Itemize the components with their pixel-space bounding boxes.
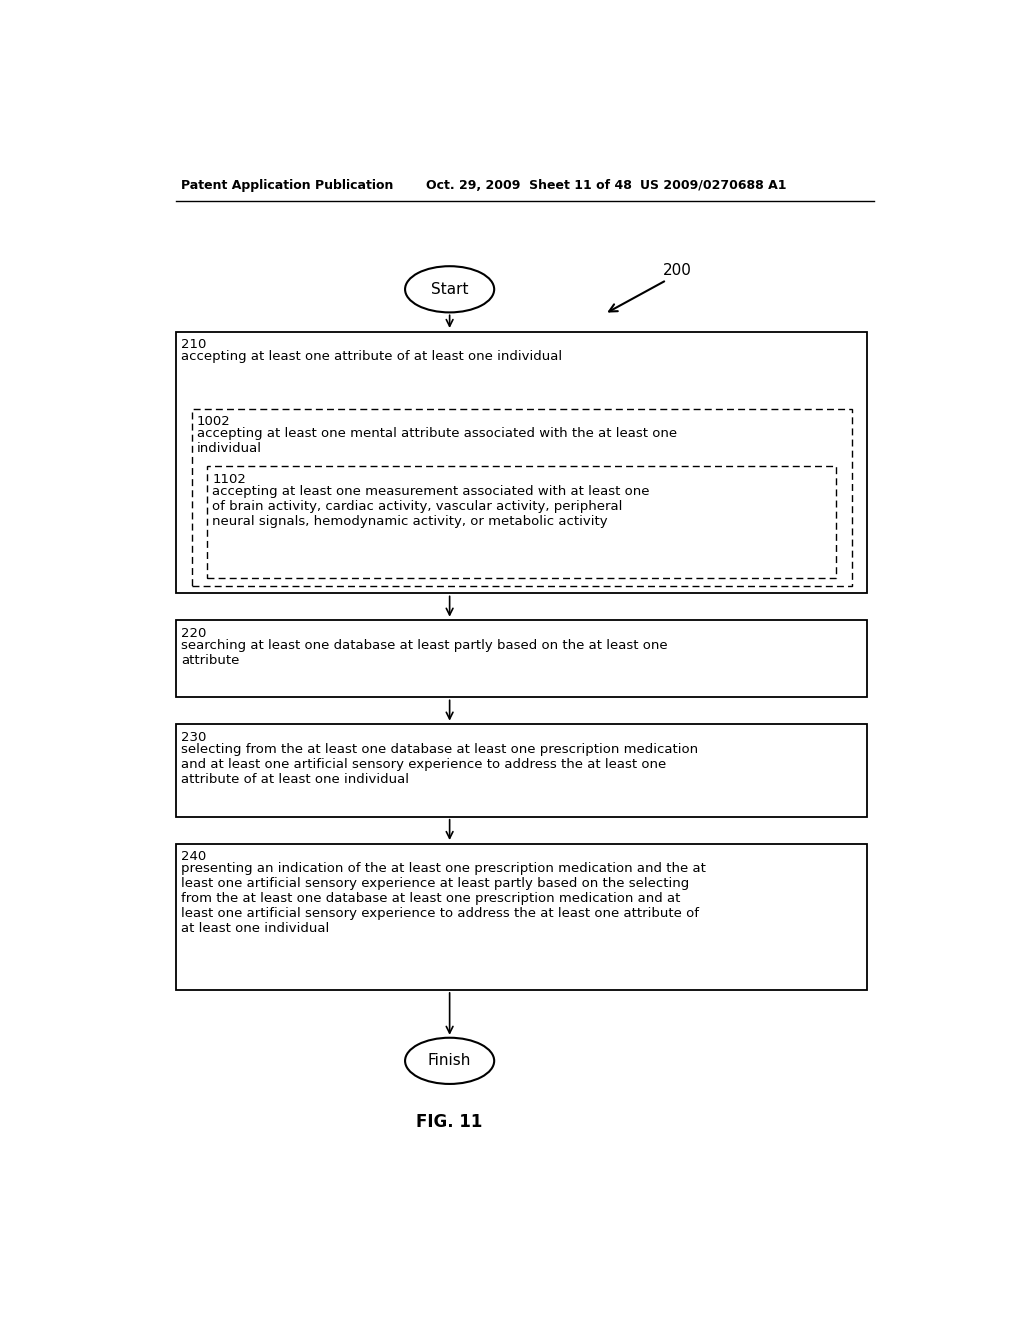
FancyBboxPatch shape	[176, 620, 867, 697]
Text: Finish: Finish	[428, 1053, 471, 1068]
Text: FIG. 11: FIG. 11	[417, 1114, 482, 1131]
Text: 200: 200	[663, 263, 691, 277]
FancyBboxPatch shape	[191, 409, 852, 586]
Ellipse shape	[406, 1038, 495, 1084]
FancyBboxPatch shape	[176, 843, 867, 990]
Text: 230: 230	[181, 730, 207, 743]
Text: Oct. 29, 2009  Sheet 11 of 48: Oct. 29, 2009 Sheet 11 of 48	[426, 178, 632, 191]
Text: searching at least one database at least partly based on the at least one
attrib: searching at least one database at least…	[181, 639, 668, 667]
Text: 1002: 1002	[197, 414, 230, 428]
Text: selecting from the at least one database at least one prescription medication
an: selecting from the at least one database…	[181, 743, 698, 785]
Text: Patent Application Publication: Patent Application Publication	[180, 178, 393, 191]
Text: accepting at least one measurement associated with at least one
of brain activit: accepting at least one measurement assoc…	[212, 484, 650, 528]
Text: 240: 240	[181, 850, 207, 863]
Text: accepting at least one attribute of at least one individual: accepting at least one attribute of at l…	[181, 350, 562, 363]
Text: 210: 210	[181, 338, 207, 351]
FancyBboxPatch shape	[207, 466, 837, 578]
Text: 220: 220	[181, 627, 207, 640]
FancyBboxPatch shape	[176, 331, 867, 594]
Text: 1102: 1102	[212, 473, 247, 486]
Text: US 2009/0270688 A1: US 2009/0270688 A1	[640, 178, 786, 191]
Ellipse shape	[406, 267, 495, 313]
Text: Start: Start	[431, 281, 468, 297]
Text: accepting at least one mental attribute associated with the at least one
individ: accepting at least one mental attribute …	[197, 428, 677, 455]
Text: presenting an indication of the at least one prescription medication and the at
: presenting an indication of the at least…	[181, 862, 707, 935]
FancyBboxPatch shape	[176, 725, 867, 817]
